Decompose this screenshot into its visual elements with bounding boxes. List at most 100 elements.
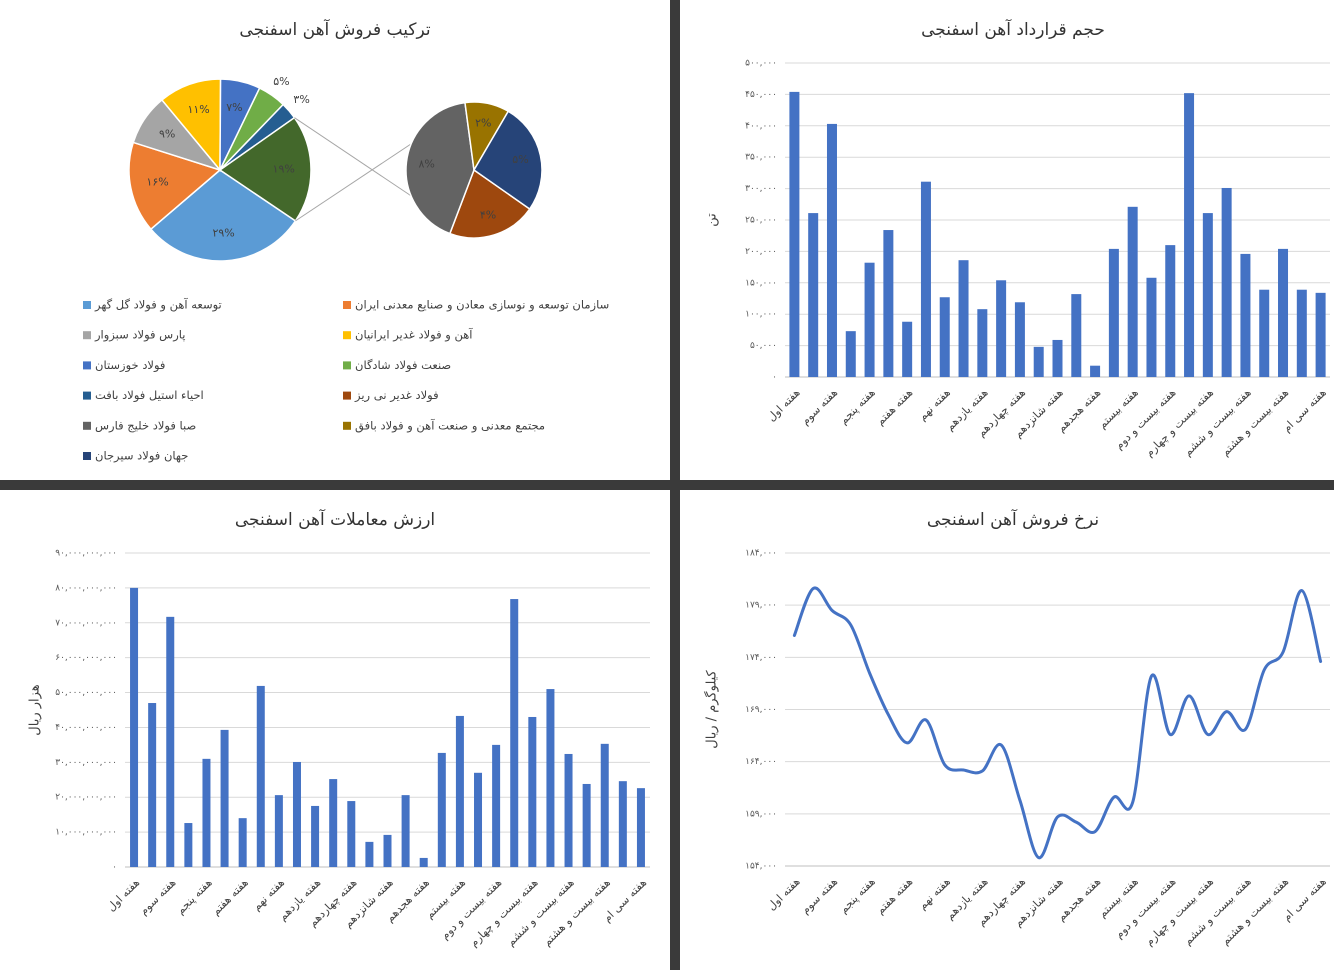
bar — [383, 834, 392, 867]
bar — [474, 772, 483, 867]
slice-label: ۱۹% — [273, 162, 295, 175]
legend-swatch — [343, 421, 351, 430]
panel — [0, 490, 670, 970]
bar — [920, 181, 931, 377]
y-tick-label: ۳۰۰,۰۰۰ — [745, 184, 777, 194]
bar — [789, 91, 800, 377]
bar — [130, 587, 139, 867]
bar — [455, 715, 464, 867]
legend-label: توسعه آهن و فولاد گل گهر — [94, 298, 222, 313]
y-tick-label: ۱۶۴,۰۰۰ — [745, 757, 777, 767]
y-tick-label: ۹۰,۰۰۰,۰۰۰,۰۰۰ — [55, 549, 117, 559]
bar — [202, 758, 211, 867]
slice-label: ۵% — [273, 75, 289, 88]
bar — [1296, 289, 1307, 377]
y-tick-label: ۱۵۴,۰۰۰ — [745, 862, 777, 872]
chart-title: ارزش معاملات آهن اسفنجی — [235, 508, 435, 530]
y-tick-label: ۰ — [112, 863, 117, 873]
y-tick-label: ۲۰۰,۰۰۰ — [745, 247, 777, 257]
slice-label: ۱۶% — [146, 176, 168, 189]
pie-slice — [473, 110, 543, 211]
y-tick-label: ۴۵۰,۰۰۰ — [745, 90, 777, 100]
slice-label: ۱۱% — [187, 103, 209, 116]
slice-label: ۲% — [475, 116, 491, 129]
y-axis-title: کیلوگرم / ریال — [704, 669, 720, 748]
bar — [977, 309, 988, 377]
y-tick-label: ۰ — [772, 373, 777, 383]
y-tick-label: ۱۰,۰۰۰,۰۰۰,۰۰۰ — [55, 828, 117, 838]
slice-label: ۴% — [480, 208, 496, 221]
legend-label: فولاد غدیر نی ریز — [354, 388, 439, 403]
bar — [902, 321, 913, 377]
legend-label: صبا فولاد خلیج فارس — [95, 418, 196, 433]
bar — [1184, 93, 1195, 378]
legend-label: احیاء استیل فولاد بافت — [95, 388, 204, 403]
bar — [256, 685, 265, 867]
legend-swatch — [83, 331, 91, 340]
y-tick-label: ۱۷۹,۰۰۰ — [745, 601, 777, 611]
bar — [528, 716, 537, 867]
slice-label: ۳% — [293, 93, 309, 106]
pie-slice — [149, 169, 297, 262]
y-tick-label: ۶۰,۰۰۰,۰۰۰,۰۰۰ — [55, 653, 117, 663]
bar — [1052, 339, 1063, 377]
line-series — [792, 586, 1323, 860]
bar — [401, 795, 410, 867]
legend-swatch — [343, 301, 351, 309]
pie-slice — [405, 101, 475, 235]
legend-swatch — [83, 391, 91, 400]
bar — [808, 213, 819, 377]
legend-label: جهان فولاد سیرجان — [95, 449, 188, 464]
bar — [1278, 248, 1289, 377]
bar — [958, 260, 969, 377]
legend-label: فولاد خوزستان — [95, 358, 165, 373]
y-tick-label: ۷۰,۰۰۰,۰۰۰,۰۰۰ — [55, 618, 117, 628]
bar — [1315, 292, 1326, 377]
y-tick-label: ۱۵۹,۰۰۰ — [745, 809, 777, 819]
bar — [1071, 294, 1082, 377]
bar — [883, 230, 894, 377]
bar — [864, 262, 875, 377]
bar — [1202, 213, 1213, 377]
legend-swatch — [83, 421, 91, 430]
bar — [845, 331, 856, 377]
y-tick-label: ۱۵۰,۰۰۰ — [745, 278, 777, 288]
bar — [510, 599, 519, 867]
bar — [1127, 206, 1138, 377]
bar — [220, 729, 229, 867]
bar — [546, 689, 555, 867]
bar — [1014, 302, 1025, 377]
bar — [1165, 245, 1176, 377]
bar — [311, 805, 320, 867]
bar — [1108, 248, 1119, 377]
bar — [1146, 277, 1157, 377]
bar — [437, 752, 446, 867]
bar — [347, 801, 356, 867]
slice-label: ۷% — [226, 101, 242, 114]
y-tick-label: ۳۰,۰۰۰,۰۰۰,۰۰۰ — [55, 758, 117, 768]
bar — [365, 841, 374, 867]
y-tick-label: ۵۰۰,۰۰۰ — [745, 59, 777, 69]
bar — [184, 823, 193, 867]
bar — [274, 795, 283, 867]
bar — [148, 703, 157, 867]
y-tick-label: ۱۶۹,۰۰۰ — [745, 705, 777, 715]
y-tick-label: ۵۰,۰۰۰ — [750, 341, 777, 351]
slice-label: ۵% — [512, 153, 528, 166]
bar — [1090, 365, 1101, 377]
legend-label: پارس فولاد سبزوار — [94, 328, 185, 343]
slice-label: ۹% — [159, 127, 175, 140]
legend-label: مجتمع معدنی و صنعت آهن و فولاد بافق — [355, 418, 545, 433]
bar — [492, 744, 501, 867]
slice-label: ۸% — [419, 158, 435, 171]
bar — [419, 857, 428, 867]
bar — [292, 761, 301, 867]
y-tick-label: ۱۷۴,۰۰۰ — [745, 653, 777, 663]
bar — [1240, 253, 1251, 377]
legend-swatch — [83, 452, 91, 460]
bar — [564, 753, 573, 867]
y-tick-label: ۳۵۰,۰۰۰ — [745, 153, 777, 163]
pie-slice — [218, 116, 312, 222]
